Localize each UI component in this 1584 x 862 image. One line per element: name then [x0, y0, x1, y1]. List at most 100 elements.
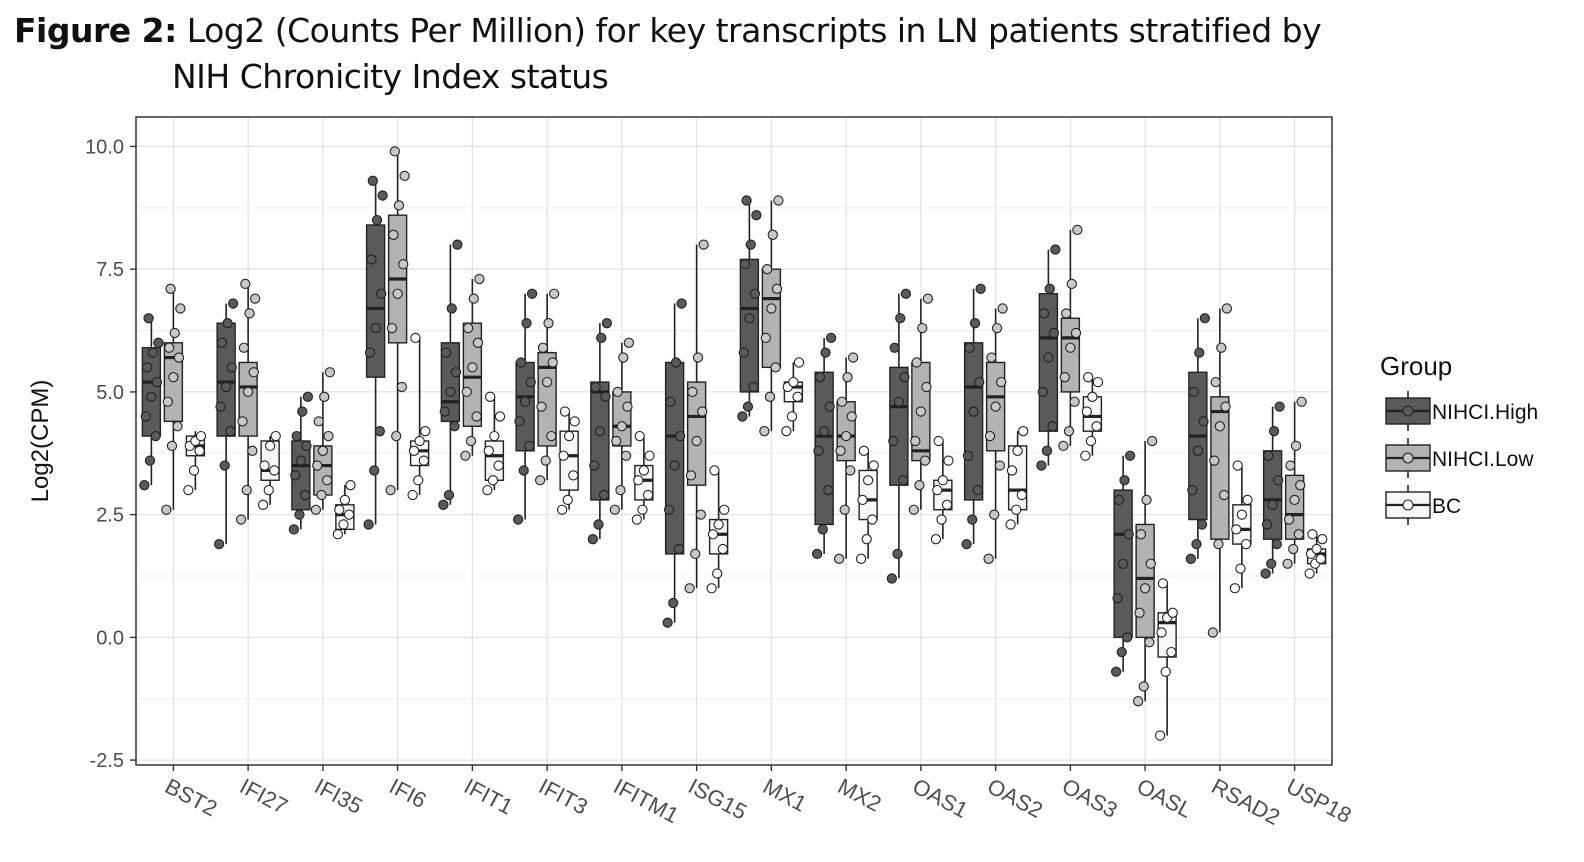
data-point — [151, 376, 163, 388]
box-ISG15-NIHCI.Low — [684, 239, 709, 594]
data-point — [601, 318, 613, 329]
data-point — [319, 391, 330, 402]
data-point — [213, 538, 225, 550]
x-tick-label: IFI35 — [311, 773, 367, 819]
box-OAS3-NIHCI.Low — [1058, 224, 1083, 452]
y-tick-label: 7.5 — [96, 259, 124, 281]
data-point — [1199, 313, 1211, 324]
data-point — [494, 411, 506, 422]
data-point — [385, 484, 396, 496]
data-point — [1085, 435, 1097, 447]
legend: Group NIHCI.High NIHCI.Low BC — [1380, 351, 1538, 525]
data-point — [1063, 426, 1075, 437]
box-USP18-BC — [1304, 529, 1328, 579]
data-point — [1011, 504, 1022, 515]
data-point — [1154, 730, 1166, 741]
data-point — [813, 445, 824, 456]
data-point — [323, 430, 334, 442]
legend-key-point — [1402, 499, 1414, 511]
box-OAS1-BC — [930, 435, 954, 545]
data-point — [445, 386, 456, 398]
data-point — [742, 401, 754, 412]
data-point — [886, 573, 898, 584]
data-point — [1037, 386, 1048, 398]
data-point — [893, 396, 905, 407]
data-point — [392, 288, 403, 299]
box-iqr — [1210, 396, 1230, 540]
data-point — [166, 440, 178, 452]
data-point — [709, 465, 720, 476]
box-IFI35-NIHCI.Low — [310, 367, 336, 515]
box-iqr — [537, 351, 557, 447]
data-point — [933, 435, 944, 447]
data-point — [662, 617, 673, 628]
data-point — [1268, 426, 1280, 437]
data-point — [771, 283, 783, 294]
y-tick-label: 5.0 — [96, 382, 124, 404]
data-point — [738, 347, 749, 358]
figure-caption: Figure 2: Log2 (Counts Per Million) for … — [14, 8, 1514, 100]
data-point — [697, 406, 708, 417]
data-point — [1231, 524, 1242, 535]
data-point — [1091, 421, 1102, 432]
data-point — [986, 352, 997, 363]
data-point — [1061, 308, 1072, 319]
data-point — [687, 386, 698, 398]
data-point — [238, 342, 250, 353]
data-point — [1044, 283, 1055, 294]
data-point — [691, 435, 702, 447]
data-point — [1018, 426, 1029, 437]
x-tick-label: RSAD2 — [1208, 773, 1285, 830]
data-point — [1144, 637, 1155, 648]
data-point — [1293, 529, 1304, 540]
data-point — [195, 430, 207, 442]
data-point — [269, 465, 280, 476]
box-RSAD2-NIHCI.Low — [1207, 303, 1233, 638]
data-point — [548, 288, 560, 299]
data-point — [219, 460, 230, 471]
data-point — [312, 460, 323, 471]
data-point — [321, 475, 333, 486]
figure-caption-line2: NIH Chronicity Index status — [172, 57, 609, 96]
data-point — [472, 337, 484, 348]
data-point — [706, 583, 717, 594]
box-USP18-NIHCI.High — [1260, 401, 1285, 579]
data-point — [1260, 568, 1271, 579]
data-point — [169, 327, 180, 339]
data-point — [668, 597, 679, 609]
data-point — [446, 303, 457, 314]
data-point — [839, 504, 850, 515]
data-point — [291, 430, 302, 442]
data-point — [146, 391, 157, 402]
data-point — [288, 524, 300, 535]
data-point — [690, 548, 701, 560]
legend-item-BC: BC — [1385, 485, 1461, 525]
data-point — [526, 288, 538, 299]
data-point — [543, 318, 554, 329]
box-IFITM1-NIHCI.Low — [609, 337, 635, 515]
data-point — [334, 504, 345, 515]
data-point — [824, 401, 835, 412]
box-OAS2-BC — [1005, 426, 1029, 530]
data-point — [914, 480, 925, 491]
data-point — [623, 337, 635, 348]
data-point — [695, 509, 706, 520]
box-IFIT3-NIHCI.Low — [534, 288, 560, 486]
data-point — [698, 239, 709, 250]
data-point — [165, 283, 176, 294]
data-point — [302, 391, 314, 402]
data-point — [1315, 553, 1326, 564]
data-point — [420, 426, 431, 437]
data-point — [270, 430, 281, 442]
data-point — [1156, 627, 1167, 638]
data-point — [1005, 519, 1016, 530]
data-point — [1058, 440, 1069, 452]
data-point — [1050, 244, 1061, 255]
data-point — [745, 239, 756, 250]
data-point — [225, 426, 236, 437]
data-point — [1209, 455, 1220, 466]
x-tick-label: MX1 — [759, 773, 811, 816]
data-point — [263, 484, 274, 496]
data-point — [1296, 396, 1307, 407]
data-point — [1122, 632, 1133, 643]
